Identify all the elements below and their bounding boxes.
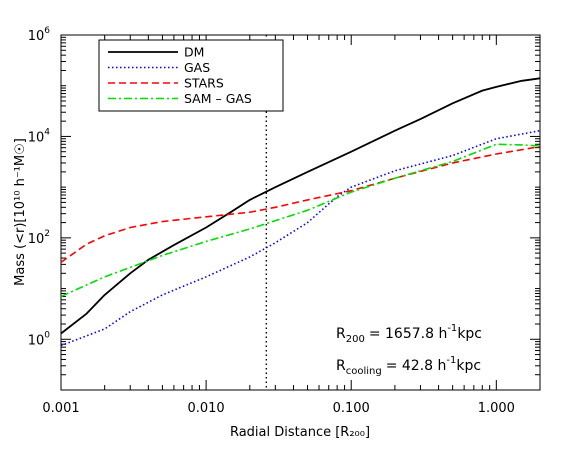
y-tick-label: 100	[28, 330, 51, 348]
legend-label: STARS	[184, 76, 224, 91]
series-lines	[60, 77, 541, 347]
x-tick-label: 0.100	[333, 401, 370, 416]
y-tick-label: 106	[28, 26, 51, 44]
legend-label: SAM – GAS	[184, 91, 252, 106]
axis-ticks	[60, 34, 541, 391]
series-line-gas	[60, 129, 541, 347]
x-tick-label: 0.010	[187, 401, 224, 416]
x-tick-label: 0.001	[42, 401, 79, 416]
series-line-stars	[60, 145, 541, 263]
y-tick-labels: 100 102 104 106	[28, 26, 51, 348]
series-line-dm	[60, 77, 541, 335]
radius-annotation: Rcooling = 42.8 h-1kpc	[336, 355, 481, 377]
legend-label: GAS	[184, 60, 210, 75]
radius-annotation: R200 = 1657.8 h-1kpc	[336, 323, 482, 345]
y-tick-label: 104	[28, 127, 51, 145]
x-tick-labels: 0.001 0.010 0.100 1.000	[42, 401, 515, 416]
annotations: R200 = 1657.8 h-1kpc Rcooling = 42.8 h-1kpc	[336, 323, 482, 377]
y-axis-title: Mass (<r)[10¹⁰ h⁻¹M☉]	[13, 138, 28, 286]
legend-label: DM	[184, 45, 204, 60]
x-axis-title: Radial Distance [R₂₀₀]	[230, 425, 370, 440]
x-tick-label: 1.000	[478, 401, 515, 416]
y-tick-label: 102	[28, 229, 50, 247]
series-line-sam-gas	[60, 143, 541, 298]
plot-frame	[60, 34, 541, 391]
